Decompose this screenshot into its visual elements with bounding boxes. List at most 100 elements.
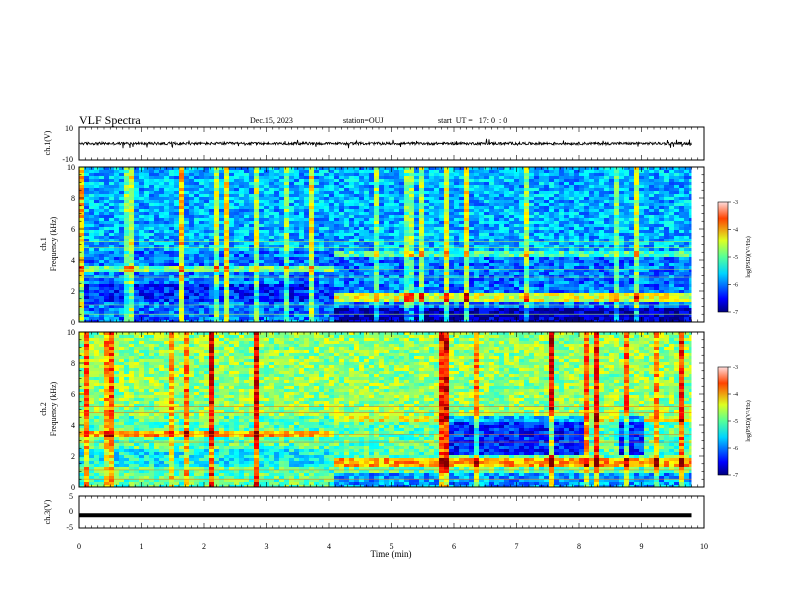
spectrogram-cell — [344, 236, 350, 240]
spectrogram-cell — [349, 299, 355, 303]
spectrogram-cell — [254, 287, 260, 291]
spectrogram-cell — [269, 320, 275, 322]
spectrogram-cell — [174, 302, 180, 306]
spectrogram-cell — [384, 185, 390, 189]
spectrogram-cell — [449, 200, 455, 204]
spectrogram-cell — [164, 254, 170, 258]
spectrogram-cell — [464, 170, 470, 174]
spectrogram-cell — [129, 287, 135, 291]
spectrogram-cell — [444, 239, 450, 243]
spectrogram-cell — [304, 206, 310, 210]
spectrogram-cell — [404, 293, 410, 297]
spectrogram-cell — [479, 218, 485, 222]
spectrogram-cell — [309, 224, 315, 228]
spectrogram-cell — [89, 206, 95, 210]
spectrogram-cell — [549, 245, 555, 249]
spectrogram-cell — [459, 203, 465, 207]
spectrogram-cell — [179, 233, 185, 237]
spectrogram-cell — [154, 215, 160, 219]
spectrogram-cell — [239, 284, 245, 288]
spectrogram-cell — [149, 185, 155, 189]
spectrogram-cell — [159, 218, 165, 222]
spectrogram-cell — [314, 227, 320, 231]
spectrogram-cell — [124, 251, 130, 255]
spectrogram-cell — [549, 218, 555, 222]
spectrogram-cell — [549, 287, 555, 291]
spectrogram-cell — [309, 296, 315, 300]
spectrogram-cell — [94, 248, 100, 252]
spectrogram-cell — [384, 242, 390, 246]
spectrogram-cell — [289, 242, 295, 246]
spectrogram-cell — [129, 242, 135, 246]
spectrogram-cell — [419, 242, 425, 246]
spectrogram-cell — [169, 266, 175, 270]
spectrogram-cell — [249, 305, 255, 309]
spectrogram-cell — [494, 314, 500, 318]
spectrogram-cell — [119, 209, 125, 213]
spectrogram-cell — [444, 176, 450, 180]
spectrogram-cell — [244, 296, 250, 300]
spectrogram-cell — [274, 203, 280, 207]
spectrogram-cell — [509, 170, 515, 174]
spectrogram-cell — [134, 236, 140, 240]
spectrogram-cell — [514, 236, 520, 240]
spectrogram-cell — [494, 281, 500, 285]
spectrogram-cell — [499, 257, 505, 261]
spectrogram-cell — [414, 245, 420, 249]
spectrogram-cell — [184, 221, 190, 225]
spectrogram-cell — [504, 182, 510, 186]
spectrogram-cell — [444, 302, 450, 306]
spectrogram-cell — [379, 167, 385, 171]
spectrogram-cell — [529, 188, 535, 192]
spectrogram-cell — [214, 200, 220, 204]
spectrogram-cell — [514, 305, 520, 309]
spectrogram-cell — [169, 233, 175, 237]
spectrogram-cell — [139, 224, 145, 228]
spectrogram-cell — [384, 281, 390, 285]
spectrogram-cell — [424, 281, 430, 285]
spectrogram-cell — [139, 302, 145, 306]
spectrogram-cell — [404, 176, 410, 180]
spectrogram-cell — [314, 266, 320, 270]
spectrogram-cell — [514, 299, 520, 303]
spectrogram-cell — [309, 236, 315, 240]
spectrogram-cell — [259, 203, 265, 207]
spectrogram-cell — [384, 290, 390, 294]
spectrogram-cell — [249, 206, 255, 210]
spectrogram-cell — [324, 230, 330, 234]
spectrogram-cell — [489, 272, 495, 276]
spectrogram-cell — [424, 221, 430, 225]
spectrogram-cell — [284, 194, 290, 198]
spectrogram-cell — [169, 230, 175, 234]
spectrogram-cell — [204, 191, 210, 195]
spectrogram-cell — [79, 194, 85, 198]
spectrogram-cell — [344, 179, 350, 183]
spectrogram-cell — [439, 173, 445, 177]
spectrogram-cell — [389, 272, 395, 276]
spectrogram-cell — [339, 170, 345, 174]
spectrogram-cell — [94, 212, 100, 216]
spectrogram-cell — [239, 278, 245, 282]
spectrogram-cell — [484, 197, 490, 201]
spectrogram-cell — [144, 269, 150, 273]
spectrogram-cell — [179, 197, 185, 201]
spectrogram-cell — [174, 245, 180, 249]
spectrogram-cell — [134, 254, 140, 258]
spectrogram-cell — [194, 290, 200, 294]
spectrogram-cell — [354, 254, 360, 258]
spectrogram-cell — [454, 188, 460, 192]
spectrogram-cell — [334, 203, 340, 207]
spectrogram-cell — [314, 212, 320, 216]
spectrogram-cell — [504, 185, 510, 189]
spectrogram-cell — [419, 191, 425, 195]
spectrogram-cell — [134, 173, 140, 177]
spectrogram-cell — [489, 281, 495, 285]
spectrogram-cell — [434, 278, 440, 282]
spectrogram-cell — [289, 296, 295, 300]
spectrogram-cell — [299, 245, 305, 249]
spectrogram-cell — [509, 287, 515, 291]
spectrogram-cell — [539, 197, 545, 201]
spectrogram-cell — [549, 209, 555, 213]
spectrogram-cell — [124, 236, 130, 240]
spectrogram-cell — [469, 257, 475, 261]
